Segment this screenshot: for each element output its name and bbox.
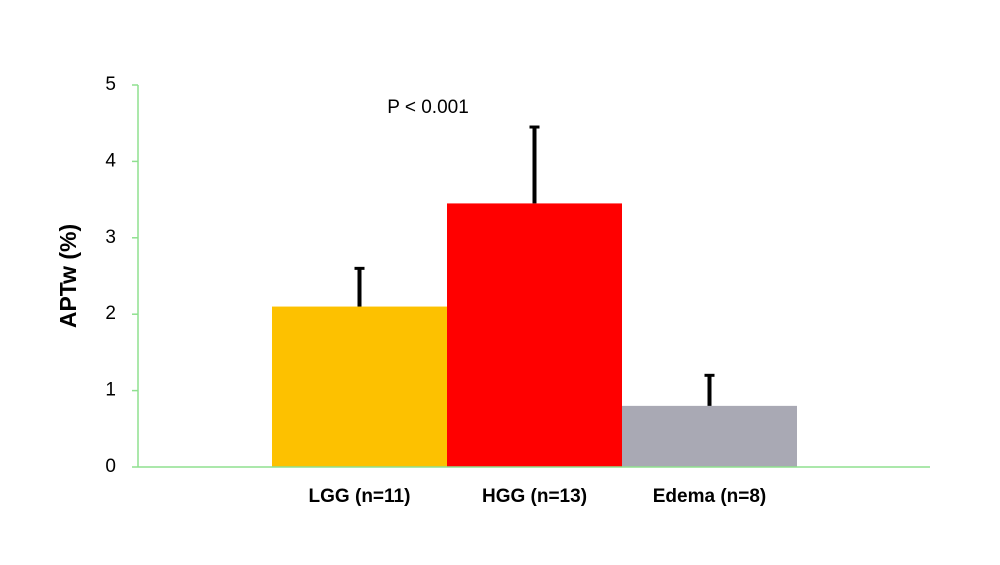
- annotation: P < 0.001: [387, 97, 469, 118]
- y-tick-label: 0: [105, 456, 116, 477]
- y-axis-label: APTw (%): [55, 224, 81, 328]
- y-tick-label: 5: [105, 74, 116, 95]
- bar: [622, 405, 797, 467]
- y-tick-label: 4: [105, 150, 116, 171]
- x-tick-label: Edema (n=8): [653, 486, 767, 507]
- bar: [272, 306, 447, 467]
- y-tick-label: 1: [105, 380, 116, 401]
- x-tick-label: LGG (n=11): [309, 486, 411, 507]
- bar: [447, 203, 622, 468]
- y-tick-label: 3: [105, 227, 116, 248]
- y-tick-label: 2: [105, 303, 116, 324]
- x-tick-label: HGG (n=13): [482, 486, 587, 507]
